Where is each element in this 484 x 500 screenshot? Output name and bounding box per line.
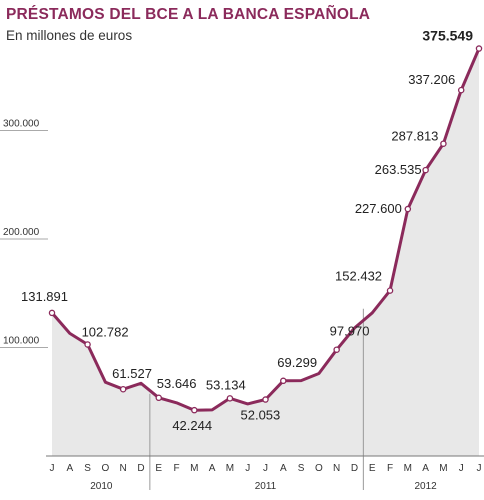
data-point (333, 346, 340, 353)
year-label: 2011 (255, 481, 277, 492)
data-point (119, 385, 127, 393)
data-point (191, 406, 198, 414)
x-tick-label: E (155, 463, 162, 474)
data-point (84, 341, 91, 348)
data-point (226, 395, 234, 402)
data-label: 152.432 (335, 269, 382, 284)
data-label: 227.600 (355, 201, 402, 216)
x-tick-label: E (369, 463, 376, 474)
data-label: 131.891 (21, 289, 68, 304)
x-tick-label: A (422, 463, 429, 474)
data-label: 375.549 (422, 28, 473, 44)
data-label: 52.053 (241, 408, 281, 423)
area-fill (52, 48, 479, 456)
data-label: 97.970 (330, 324, 370, 339)
x-tick-label: D (137, 463, 144, 474)
data-point (440, 140, 447, 147)
y-tick-label: 100.000 (3, 336, 40, 347)
data-label: 53.646 (157, 376, 197, 391)
x-tick-label: M (439, 463, 447, 474)
x-tick-label: J (50, 463, 55, 474)
data-label: 263.535 (375, 162, 422, 177)
data-point (404, 205, 412, 213)
data-label: 53.134 (206, 377, 246, 392)
x-tick-label: A (209, 463, 216, 474)
data-point (155, 394, 162, 402)
x-tick-label: J (245, 463, 250, 474)
x-tick-label: N (120, 463, 127, 474)
x-tick-label: M (404, 463, 412, 474)
data-label: 69.299 (277, 355, 317, 370)
year-label: 2010 (90, 481, 113, 492)
data-label: 61.527 (112, 366, 152, 381)
data-point (457, 86, 465, 94)
data-label: 337.206 (408, 72, 455, 87)
x-tick-label: S (298, 463, 305, 474)
data-point (262, 396, 269, 403)
x-tick-label: O (315, 463, 323, 474)
x-tick-label: F (387, 463, 393, 474)
data-point (280, 377, 287, 385)
x-tick-label: A (280, 463, 287, 474)
x-tick-label: J (459, 463, 464, 474)
data-point (475, 45, 483, 52)
year-label: 2012 (415, 481, 438, 492)
x-tick-label: S (84, 463, 91, 474)
data-label: 287.813 (391, 129, 438, 144)
x-tick-label: O (101, 463, 109, 474)
x-tick-label: J (263, 463, 268, 474)
y-tick-label: 300.000 (3, 119, 40, 130)
x-tick-label: J (477, 463, 482, 474)
data-point (48, 309, 56, 317)
x-tick-label: A (66, 463, 73, 474)
chart-title: PRÉSTAMOS DEL BCE A LA BANCA ESPAÑOLA (6, 6, 371, 23)
data-label: 42.244 (172, 418, 212, 433)
x-tick-label: N (333, 463, 340, 474)
data-label: 102.782 (82, 324, 129, 339)
data-point (386, 287, 394, 294)
y-tick-label: 200.000 (3, 227, 40, 238)
chart-subtitle: En millones de euros (6, 28, 133, 43)
data-point (422, 166, 429, 174)
x-tick-label: M (226, 463, 234, 474)
x-tick-label: D (351, 463, 358, 474)
x-tick-label: M (190, 463, 198, 474)
x-tick-label: F (173, 463, 179, 474)
